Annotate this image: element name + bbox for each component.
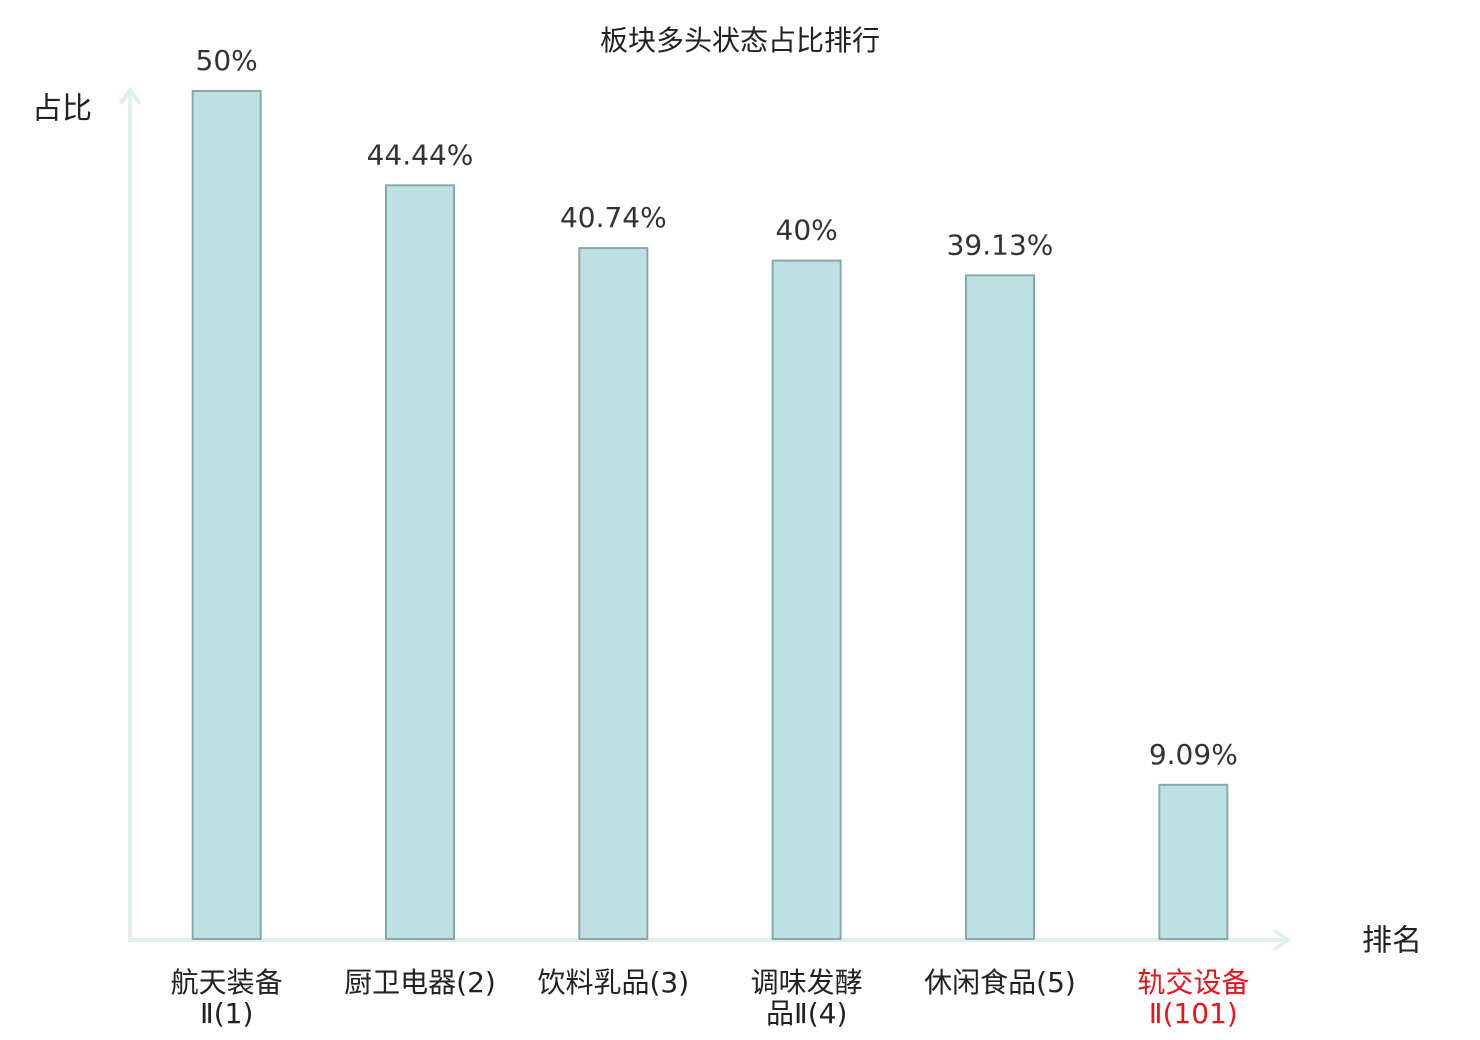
- y-axis-label: 占比: [32, 92, 92, 127]
- value-label: 44.44%: [367, 138, 474, 171]
- value-label: 39.13%: [947, 228, 1054, 261]
- value-label: 40.74%: [560, 201, 667, 234]
- value-label: 50%: [196, 44, 258, 77]
- bar: [965, 274, 1035, 940]
- value-label: 40%: [776, 214, 838, 247]
- value-label: 9.09%: [1149, 738, 1238, 771]
- bar: [385, 184, 455, 940]
- bar: [578, 247, 649, 940]
- bar: [1158, 783, 1229, 941]
- chart-title: 板块多头状态占比排行: [600, 24, 880, 57]
- y-axis-arrow: [118, 86, 142, 106]
- x-tick-label: 饮料乳品(3): [537, 966, 689, 999]
- bar: [771, 259, 842, 941]
- bar: [191, 90, 262, 940]
- x-tick-label: 轨交设备 Ⅱ(101): [1137, 966, 1249, 1030]
- x-axis-arrow: [1272, 928, 1292, 952]
- x-tick-label: 航天装备 Ⅱ(1): [171, 966, 283, 1030]
- x-tick-label: 调味发酵品Ⅱ(4): [751, 966, 863, 1030]
- axes: [118, 86, 1292, 952]
- x-axis-label: 排名: [1362, 924, 1422, 959]
- x-tick-label: 休闲食品(5): [924, 966, 1076, 999]
- x-tick-label: 厨卫电器(2): [344, 966, 496, 999]
